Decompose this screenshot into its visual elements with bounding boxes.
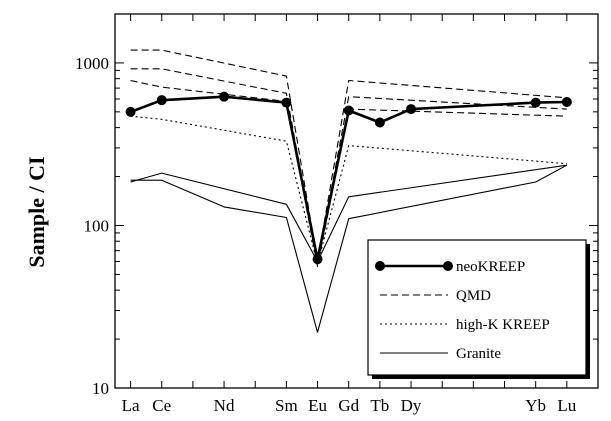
legend-label-1: QMD <box>456 288 491 304</box>
series-line-qmd-1 <box>130 49 567 263</box>
plot-frame <box>114 13 599 389</box>
legend-marker <box>375 261 385 271</box>
legend-label-3: Granite <box>456 346 501 362</box>
x-tick-label-Sm: Sm <box>275 396 298 415</box>
data-point-Ce <box>156 95 167 106</box>
y-axis-label: Sample / CI <box>24 156 49 267</box>
x-tick-label-Ce: Ce <box>152 396 171 415</box>
legend: neoKREEP QMD high-K KREEP Granite <box>367 239 590 379</box>
x-tick-label-Eu: Eu <box>308 396 327 415</box>
legend-label-0: neoKREEP <box>456 259 525 275</box>
series-line-qmd-3 <box>130 79 567 267</box>
series-line-high-k-kreep-4 <box>130 115 567 265</box>
x-tick-label-Nd: Nd <box>214 396 235 415</box>
chart-series <box>125 49 572 333</box>
legend-label-2: high-K KREEP <box>456 317 550 333</box>
x-tick-label-Dy: Dy <box>401 396 422 415</box>
data-point-Nd <box>219 91 230 102</box>
x-tick-label-Lu: Lu <box>557 396 576 415</box>
data-point-Lu <box>561 96 572 107</box>
x-tick-label-Gd: Gd <box>338 396 359 415</box>
y-tick-label: 100 <box>84 216 110 235</box>
x-tick-label-Tb: Tb <box>370 396 389 415</box>
axes: 10 100 1000 La Ce Nd Sm Eu Gd Tb Dy Yb Lu <box>75 13 598 415</box>
data-point-Yb <box>530 97 541 108</box>
legend-marker <box>443 261 453 271</box>
data-point-Tb <box>374 117 385 128</box>
series-line-granite-6 <box>130 164 568 333</box>
data-point-Dy <box>406 104 417 115</box>
y-tick-label: 10 <box>92 379 109 398</box>
series-line-granite-5 <box>130 164 567 263</box>
series-line-neokreep-0 <box>130 95 567 261</box>
y-tick-label: 1000 <box>75 54 109 73</box>
series-line-qmd-2 <box>130 68 567 265</box>
plot-area <box>114 13 599 389</box>
x-tick-label-La: La <box>122 396 140 415</box>
x-tick-label-Yb: Yb <box>525 396 546 415</box>
data-point-La <box>125 106 136 117</box>
